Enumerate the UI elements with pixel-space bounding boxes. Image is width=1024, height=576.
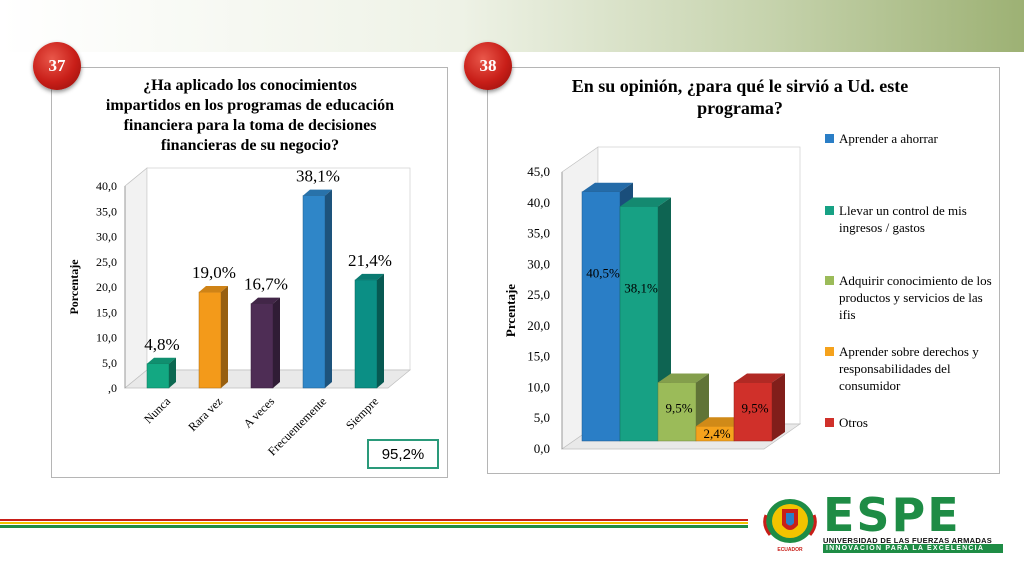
university-tagline: INNOVACIÓN PARA LA EXCELENCIA bbox=[823, 544, 1003, 553]
data-label: 9,5% bbox=[665, 401, 692, 416]
data-label: 38,1% bbox=[296, 167, 340, 186]
y-tick-label: 25,0 bbox=[96, 255, 117, 269]
data-label: 2,4% bbox=[703, 426, 730, 441]
bar-a-veces bbox=[250, 297, 280, 389]
legend-swatch bbox=[825, 347, 834, 356]
bar-rara-vez bbox=[198, 286, 228, 389]
legend-swatch bbox=[825, 276, 834, 285]
right-chart-title: En su opinión, ¿para qué le sirvió a Ud.… bbox=[540, 75, 940, 119]
bar-nunca-top bbox=[147, 357, 176, 364]
bar-series-2-top bbox=[620, 197, 671, 207]
footer-stripe-green bbox=[0, 525, 748, 528]
footer-stripe-yellow bbox=[0, 522, 748, 524]
legend-item-otros: Otros bbox=[825, 414, 868, 431]
legend-item-conocimiento-productos: Adquirir conocimiento de los productos y… bbox=[825, 272, 1000, 323]
bar-nunca-side bbox=[169, 357, 176, 388]
data-label: 38,1% bbox=[624, 280, 658, 295]
y-tick-label: 10,0 bbox=[527, 379, 550, 394]
y-tick-label: 30,0 bbox=[96, 230, 117, 244]
bar-frecuentemente-top bbox=[303, 189, 332, 196]
y-tick-label: ,0 bbox=[108, 381, 117, 395]
legend-label: Aprender a ahorrar bbox=[839, 131, 938, 146]
bar-a-veces-top bbox=[251, 297, 280, 304]
data-label: 21,4% bbox=[348, 251, 392, 270]
y-tick-label: 30,0 bbox=[527, 256, 550, 271]
footer-stripes bbox=[0, 519, 748, 531]
bar-series-5-top bbox=[734, 373, 785, 383]
university-seal-icon: ECUADOR bbox=[763, 499, 817, 553]
y-tick-label: 5,0 bbox=[534, 410, 550, 425]
data-label: 9,5% bbox=[741, 401, 768, 416]
y-tick-label: 45,0 bbox=[527, 164, 550, 179]
y-tick-label: 40,0 bbox=[96, 179, 117, 193]
data-label: 4,8% bbox=[144, 335, 179, 354]
bar-series-5 bbox=[733, 373, 785, 442]
bar-series-3 bbox=[657, 373, 709, 442]
data-label: 40,5% bbox=[586, 266, 620, 281]
bar-series-5-side bbox=[772, 373, 785, 441]
legend-label: Adquirir conocimiento de los productos y… bbox=[839, 273, 992, 322]
top-gradient-band bbox=[0, 0, 1024, 52]
y-tick-label: 10,0 bbox=[96, 331, 117, 345]
slide-number-badge-left: 37 bbox=[33, 42, 81, 90]
legend-item-control-ingresos: Llevar un control de mis ingresos / gast… bbox=[825, 202, 1000, 236]
y-tick-label: 15,0 bbox=[96, 305, 117, 319]
y-tick-label: 20,0 bbox=[96, 280, 117, 294]
espe-wordmark: ESPE bbox=[823, 488, 961, 542]
total-percentage-box: 95,2% bbox=[367, 439, 439, 469]
y-tick-label: 35,0 bbox=[527, 226, 550, 241]
legend-swatch bbox=[825, 206, 834, 215]
bar-siempre-top bbox=[355, 273, 384, 280]
bar-siempre bbox=[354, 273, 384, 389]
legend-item-aprender-ahorrar: Aprender a ahorrar bbox=[825, 130, 938, 147]
right-title-line: En su opinión, ¿para qué le sirvió a Ud.… bbox=[571, 76, 909, 96]
bar-a-veces-side bbox=[273, 297, 280, 388]
university-name: UNIVERSIDAD DE LAS FUERZAS ARMADAS bbox=[823, 536, 993, 545]
bar-series-2 bbox=[619, 197, 671, 442]
slide-number-badge-right: 38 bbox=[464, 42, 512, 90]
bar-series-3-top bbox=[658, 373, 709, 383]
left-title-line: financieras de su negocio? bbox=[160, 137, 340, 154]
seal-text: ECUADOR bbox=[777, 547, 803, 553]
bar-series-5-front bbox=[733, 382, 773, 442]
y-axis-label: Prcentaje bbox=[503, 284, 518, 337]
y-tick-label: 25,0 bbox=[527, 287, 550, 302]
left-title-line: ¿Ha aplicado los conocimientos bbox=[143, 77, 357, 94]
legend-label: Llevar un control de mis ingresos / gast… bbox=[839, 203, 967, 235]
legend-swatch bbox=[825, 418, 834, 427]
bar-frecuentemente-side bbox=[325, 189, 332, 388]
espe-logo: ECUADOR bbox=[760, 495, 1010, 555]
bar-series-1-top bbox=[582, 182, 633, 192]
bar-siempre-side bbox=[377, 273, 384, 388]
legend-item-derechos-consumidor: Aprender sobre derechos y responsabilida… bbox=[825, 343, 1000, 394]
y-tick-label: 35,0 bbox=[96, 204, 117, 218]
legend-label: Otros bbox=[839, 415, 868, 430]
left-title-line: financiera para la toma de decisiones bbox=[123, 117, 377, 134]
legend-label: Aprender sobre derechos y responsabilida… bbox=[839, 344, 979, 393]
y-tick-label: 15,0 bbox=[527, 349, 550, 364]
bar-frecuentemente bbox=[302, 189, 332, 389]
left-title-line: impartidos en los programas de educación bbox=[105, 97, 395, 114]
data-label: 19,0% bbox=[192, 263, 236, 282]
legend-swatch bbox=[825, 134, 834, 143]
y-tick-label: 5,0 bbox=[102, 356, 117, 370]
bar-rara-vez-side bbox=[221, 286, 228, 388]
footer-stripe-red bbox=[0, 519, 748, 521]
right-title-line: programa? bbox=[697, 98, 783, 118]
y-axis-label: Porcentaje bbox=[67, 259, 81, 315]
left-chart-title: ¿Ha aplicado los conocimientos impartido… bbox=[80, 76, 420, 156]
y-tick-label: 40,0 bbox=[527, 195, 550, 210]
bar-rara-vez-top bbox=[199, 286, 228, 293]
data-label: 16,7% bbox=[244, 275, 288, 294]
bar-series-2-front bbox=[619, 206, 659, 442]
bar-nunca bbox=[146, 357, 176, 389]
y-tick-label: 20,0 bbox=[527, 318, 550, 333]
y-tick-label: 0,0 bbox=[534, 441, 550, 456]
bar-series-1-front bbox=[581, 191, 621, 442]
